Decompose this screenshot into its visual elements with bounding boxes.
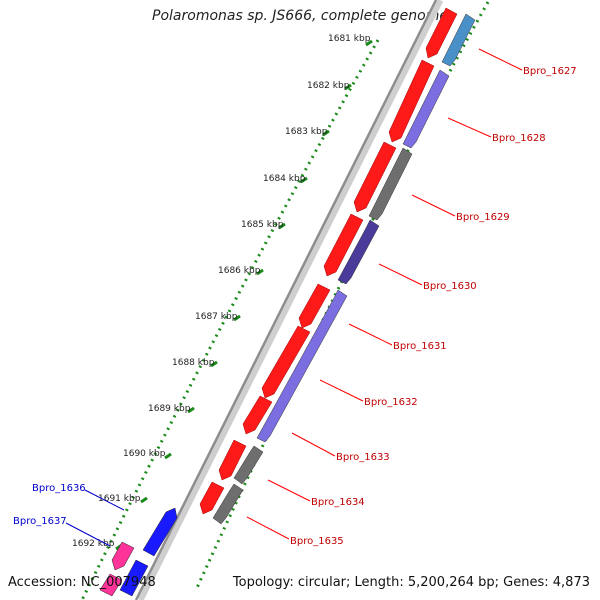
- scale-tick: [140, 496, 148, 504]
- gene-label: Bpro_1633: [336, 452, 390, 463]
- scale-label: 1687 kbp: [195, 312, 238, 322]
- label-line: [478, 48, 523, 71]
- scale-labels: 1681 kbp 1682 kbp 1683 kbp 1684 kbp 1685…: [72, 34, 371, 549]
- gene-label: Bpro_1637: [13, 516, 67, 527]
- forward-strand-genes: [199, 7, 458, 515]
- genome-summary-text: Topology: circular; Length: 5,200,264 bp…: [232, 575, 590, 590]
- label-line: [319, 379, 364, 402]
- gene-arrow: [212, 483, 244, 525]
- gene-arrow: [233, 445, 264, 485]
- scale-label: 1681 kbp: [328, 34, 371, 44]
- gene-label: Bpro_1634: [311, 497, 365, 508]
- scale-label: 1682 kbp: [307, 81, 350, 91]
- left-label-lines: [65, 489, 125, 547]
- label-line: [411, 194, 456, 217]
- backbone-line: [134, 0, 438, 600]
- scale-ticks: [115, 39, 373, 551]
- scale-tick: [210, 360, 218, 368]
- scale-tick: [322, 129, 330, 137]
- gene-arrow: [425, 7, 458, 59]
- scale-tick: [233, 314, 241, 322]
- map-title-text: Polaromonas sp. JS666, complete genome: [152, 8, 448, 24]
- scale-tick: [256, 268, 264, 276]
- scale-label: 1689 kbp: [148, 404, 191, 414]
- right-gene-labels: Bpro_1627 Bpro_1628 Bpro_1629 Bpro_1630 …: [290, 66, 577, 547]
- label-line: [348, 323, 393, 346]
- label-line: [65, 522, 111, 547]
- gene-arrow: [368, 147, 413, 221]
- gene-arrow: [242, 395, 273, 435]
- gene-arrow: [388, 59, 435, 143]
- gene-arrow: [298, 283, 331, 329]
- label-line: [246, 516, 290, 540]
- map-title: Polaromonas sp. JS666, complete genome: [0, 8, 600, 24]
- scale-tick: [187, 406, 195, 414]
- gene-arrow: [99, 573, 123, 597]
- gene-arrow: [353, 141, 397, 213]
- scale-tick: [300, 176, 308, 184]
- backbone-shadow: [136, 0, 444, 600]
- right-label-lines: [246, 48, 523, 540]
- scale-tick: [365, 39, 373, 47]
- scale-label: 1688 kbp: [172, 358, 215, 368]
- gene-arrow: [218, 439, 247, 481]
- scale-label: 1691 kbp: [98, 494, 141, 504]
- gene-label: Bpro_1631: [393, 341, 447, 352]
- gene-arrow: [142, 507, 178, 557]
- gene-label: Bpro_1628: [492, 133, 546, 144]
- gene-arrow: [256, 289, 348, 443]
- gene-label: Bpro_1636: [32, 483, 86, 494]
- left-gene-labels: Bpro_1636 Bpro_1637: [13, 483, 86, 527]
- gene-label: Bpro_1632: [364, 397, 418, 408]
- gene-arrow: [323, 213, 364, 277]
- scale-label: 1685 kbp: [241, 220, 284, 230]
- scale-label: 1686 kbp: [218, 266, 261, 276]
- scale-tick: [344, 83, 352, 91]
- gene-arrow: [111, 541, 135, 571]
- gene-arrow: [337, 219, 380, 285]
- gene-arrow: [119, 559, 149, 597]
- gene-arrow: [441, 13, 476, 67]
- label-line: [267, 479, 311, 502]
- label-line: [84, 489, 125, 511]
- lower-genes: [99, 507, 178, 597]
- scale-tick: [278, 222, 286, 230]
- gene-arrow: [402, 69, 450, 149]
- gene-arrow: [261, 325, 311, 399]
- label-line: [378, 263, 423, 286]
- scale-label: 1690 kbp: [123, 449, 166, 459]
- accession-text: Accession: NC_007948: [8, 575, 156, 590]
- label-line: [447, 117, 492, 138]
- gene-label: Bpro_1630: [423, 281, 477, 292]
- scale-label: 1683 kbp: [285, 127, 328, 137]
- gene-label: Bpro_1627: [523, 66, 577, 77]
- reverse-strand-genes: [212, 13, 476, 525]
- scale-label: 1684 kbp: [263, 174, 306, 184]
- gene-label: Bpro_1629: [456, 212, 510, 223]
- scale-label: 1692 kbp: [72, 539, 115, 549]
- label-line: [291, 432, 336, 457]
- scale-tick: [164, 452, 172, 460]
- gene-label: Bpro_1635: [290, 536, 344, 547]
- inner-tick-ring: [80, 39, 380, 600]
- gene-arrow: [199, 481, 225, 515]
